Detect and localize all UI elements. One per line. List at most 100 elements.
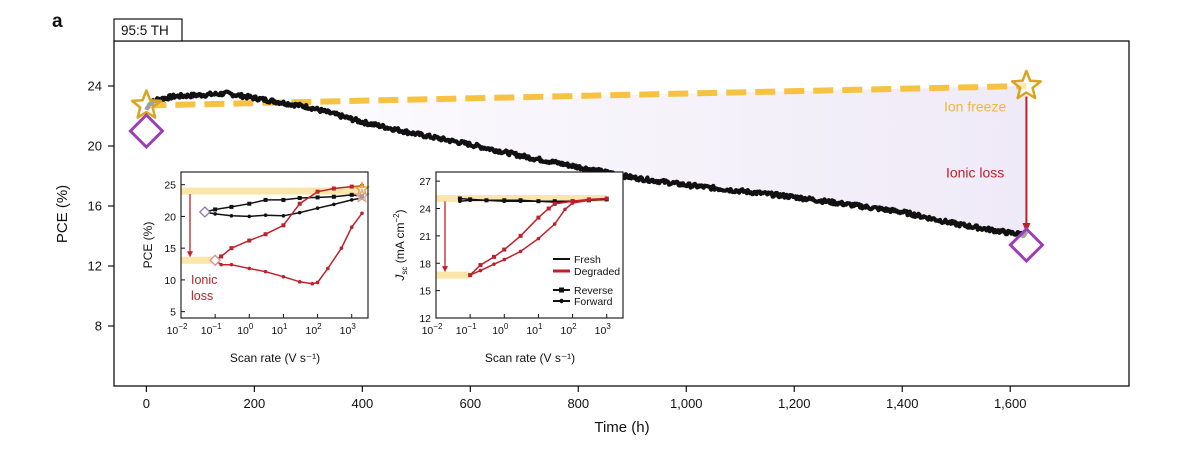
diamond-marker-2 (128, 112, 165, 150)
in1-fresh-reverse-point-1 (213, 207, 218, 212)
inset1-highlight-bands (181, 187, 366, 264)
in1-degraded-forward-point-11 (349, 225, 354, 230)
in1-degraded-forward-point-6 (297, 280, 302, 284)
legend-label-2: Reverse (574, 285, 613, 297)
in1-x-tick-label-1: 10−1 (201, 322, 222, 337)
x-tick-label-200: 200 (244, 396, 266, 411)
in1-degraded-reverse-point-6 (297, 201, 302, 206)
in2-degraded-forward-point-7 (563, 207, 567, 212)
in2-degraded-forward-point-8 (570, 201, 575, 205)
inset2-frame (435, 171, 624, 319)
legend-label-0: Fresh (574, 254, 601, 266)
in1-fresh-forward-point-3 (247, 214, 252, 219)
main-markers-group (128, 69, 1045, 264)
in2-y-tick-label-2: 18 (419, 258, 431, 270)
in1-degraded-reverse-point-9 (349, 184, 354, 189)
in1-degraded-reverse-point-2 (229, 246, 234, 251)
in2-degraded-reverse-point-8 (570, 199, 575, 204)
in2-degraded-forward-point-2 (492, 262, 496, 266)
inset2-series-group (457, 196, 609, 278)
legend-circle-marker (559, 298, 564, 304)
in1-x-tick-label-0: 10−2 (167, 322, 188, 337)
x-tick-label-400: 400 (351, 396, 373, 411)
in2-y-tick-label-0: 12 (419, 313, 431, 325)
in2-degraded-forward-point-6 (552, 222, 557, 226)
legend-square-marker (559, 287, 564, 293)
in1-star-bottom (354, 187, 370, 203)
in2-x-tick-label-3: 101 (526, 322, 543, 337)
in1-band-1 (181, 256, 216, 264)
x-tick-label-1200: 1,200 (778, 396, 811, 411)
sample-tag: 95:5 TH (121, 23, 169, 38)
y-tick-label-16: 16 (88, 199, 102, 214)
in2-degraded-forward-point-0 (468, 273, 472, 277)
in2-fresh-forward-point-4 (518, 199, 523, 203)
in1-fresh-reverse-point-5 (281, 197, 286, 202)
inset1-loss-label: loss (191, 289, 213, 303)
in1-fresh-forward-point-9 (349, 198, 354, 202)
in2-degraded-forward-point-3 (502, 257, 507, 262)
inset1-x-axis-label: Scan rate (V s⁻¹) (230, 351, 320, 365)
in2-fresh-forward-point-3 (502, 199, 507, 203)
inset2-x-axis-label: Scan rate (V s⁻¹) (485, 351, 575, 365)
in2-fresh-reverse-point-0 (457, 196, 462, 201)
x-tick-label-0: 0 (143, 396, 150, 411)
in1-degraded-reverse-point-7 (315, 189, 320, 194)
in1-y-tick-label-2: 15 (164, 243, 176, 255)
in1-fresh-diamond (198, 206, 211, 218)
sample-tag-box (113, 18, 183, 42)
in1-degraded-diamond (209, 254, 222, 267)
in1-fresh-reverse-point-9 (349, 192, 354, 197)
in2-fresh-forward-point-2 (484, 198, 489, 203)
in1-fresh-reverse-point-7 (315, 195, 320, 200)
in1-x-tick-label-2: 100 (237, 322, 254, 337)
y-tick-label-8: 8 (95, 319, 102, 334)
in1-fresh-forward-point-5 (281, 214, 286, 218)
in1-x-tick-label-5: 103 (340, 322, 357, 337)
inset1-frame (180, 171, 369, 319)
in1-degraded-forward-point-8 (315, 280, 320, 285)
in1-fresh-reverse-point-6 (297, 196, 302, 201)
in2-degraded-reverse-point-3 (502, 247, 507, 252)
y-tick-label-20: 20 (88, 139, 102, 154)
inset-pce-vs-scan-rate: 10−2 10−1 100 101 102 103 5 10 15 20 25 Scan rate … (141, 171, 370, 365)
in1-degraded-reverse-point-3 (247, 238, 252, 243)
in2-y-tick-label-1: 15 (419, 286, 431, 298)
in1-x-tick-label-4: 102 (305, 322, 322, 337)
in1-fresh-reverse-point-3 (247, 201, 252, 206)
in2-x-tick-label-0: 10−2 (422, 322, 443, 337)
in2-degraded-reverse-point-6 (546, 206, 551, 211)
in2-fresh-forward-point-0 (458, 199, 462, 203)
star-marker-1 (1010, 69, 1042, 100)
star-marker-0 (130, 89, 162, 119)
inset1-series-group (198, 180, 370, 286)
in2-fresh-forward-point-5 (536, 199, 541, 203)
in1-fresh-forward-point-6 (297, 210, 302, 215)
in1-fresh-forward-point-2 (229, 214, 234, 218)
in1-fresh-forward-point-4 (263, 213, 268, 217)
in1-degraded-forward-point-5 (281, 274, 286, 279)
in1-y-tick-label-0: 5 (170, 307, 176, 319)
x-tick-label-800: 800 (567, 396, 589, 411)
in2-y-tick-label-3: 21 (419, 231, 431, 243)
in1-degraded-forward-point-12 (360, 211, 364, 216)
in2-degraded-reverse-point-7 (552, 201, 557, 206)
in2-x-tick-label-4: 102 (560, 322, 577, 337)
inset2-y-axis-label: Jsc (mA cm−2) (392, 209, 409, 281)
in1-fresh-reverse-point-2 (229, 204, 234, 209)
in1-fresh-reverse-point-8 (331, 194, 336, 199)
in1-y-tick-label-1: 10 (164, 275, 176, 287)
diamond-marker-3 (1008, 226, 1045, 264)
in1-x-tick-label-3: 101 (271, 322, 288, 337)
in1-degraded-forward-point-7 (310, 281, 315, 286)
ionic-loss-label: Ionic loss (946, 165, 1004, 181)
main-x-axis-label: Time (h) (594, 419, 649, 436)
inset1-y-axis-label: PCE (%) (141, 222, 155, 269)
in2-degraded-forward-point-5 (536, 236, 541, 241)
in1-fresh-forward-point-1 (213, 212, 217, 216)
in1-band-0 (181, 187, 366, 195)
x-tick-label-1000: 1,000 (670, 396, 703, 411)
main-plot-frame (113, 40, 1130, 387)
in2-x-tick-label-5: 103 (595, 322, 612, 337)
